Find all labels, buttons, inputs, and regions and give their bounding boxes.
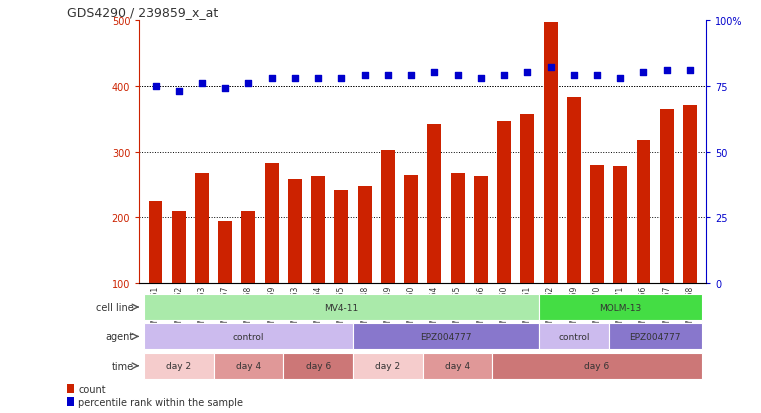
Text: EPZ004777: EPZ004777 [629, 332, 681, 341]
Bar [492, 353, 702, 379]
Bar [539, 294, 702, 320]
Text: percentile rank within the sample: percentile rank within the sample [78, 396, 244, 407]
Point [336, 75, 348, 82]
Point [498, 73, 510, 79]
Bar [613, 167, 627, 349]
Point [521, 70, 533, 76]
Bar [172, 211, 186, 349]
Point [196, 81, 208, 87]
Bar [404, 175, 418, 349]
Point [312, 75, 324, 82]
Point [243, 81, 255, 87]
Bar [195, 173, 209, 349]
Point [358, 73, 371, 79]
Bar [144, 353, 214, 379]
Point [173, 88, 185, 95]
Bar [660, 109, 673, 349]
Text: control: control [558, 332, 590, 341]
Text: count: count [78, 384, 106, 394]
Bar [353, 353, 423, 379]
Bar [428, 125, 441, 349]
Bar [334, 190, 349, 349]
Point [661, 67, 673, 74]
Text: GDS4290 / 239859_x_at: GDS4290 / 239859_x_at [67, 6, 218, 19]
Bar [381, 151, 395, 349]
Bar [353, 324, 539, 349]
Bar [148, 202, 163, 349]
Point [638, 70, 650, 76]
Point [149, 83, 161, 90]
Text: agent: agent [105, 332, 133, 342]
Point [614, 75, 626, 82]
Text: day 4: day 4 [236, 361, 261, 370]
Text: time: time [111, 361, 133, 371]
Bar [474, 176, 488, 349]
Point [219, 86, 231, 93]
Bar [214, 353, 283, 379]
Point [684, 67, 696, 74]
Bar [543, 23, 558, 349]
Point [405, 73, 417, 79]
Bar [311, 176, 325, 349]
Bar [636, 140, 651, 349]
Point [266, 75, 278, 82]
Text: day 2: day 2 [375, 361, 400, 370]
Point [428, 70, 441, 76]
Point [451, 73, 463, 79]
Bar [288, 180, 302, 349]
Text: cell line: cell line [96, 302, 133, 312]
Text: EPZ004777: EPZ004777 [420, 332, 472, 341]
Bar [521, 115, 534, 349]
Point [289, 75, 301, 82]
Point [544, 65, 556, 71]
Text: day 6: day 6 [584, 361, 610, 370]
Bar [497, 121, 511, 349]
Text: control: control [233, 332, 264, 341]
Bar [609, 324, 702, 349]
Point [382, 73, 394, 79]
Text: day 4: day 4 [445, 361, 470, 370]
Text: day 2: day 2 [166, 361, 191, 370]
Bar [265, 164, 279, 349]
Bar [539, 324, 609, 349]
Bar [590, 165, 604, 349]
Bar [218, 221, 232, 349]
Bar [241, 211, 256, 349]
Bar [144, 324, 353, 349]
Bar [567, 98, 581, 349]
Bar [67, 397, 74, 406]
Bar [144, 294, 539, 320]
Bar [358, 186, 371, 349]
Point [568, 73, 580, 79]
Point [475, 75, 487, 82]
Bar [451, 173, 464, 349]
Text: day 6: day 6 [306, 361, 331, 370]
Bar [423, 353, 492, 379]
Point [591, 73, 603, 79]
Text: MV4-11: MV4-11 [324, 303, 358, 312]
Text: MOLM-13: MOLM-13 [599, 303, 642, 312]
Bar [67, 384, 74, 393]
Bar [683, 106, 697, 349]
Bar [283, 353, 353, 379]
